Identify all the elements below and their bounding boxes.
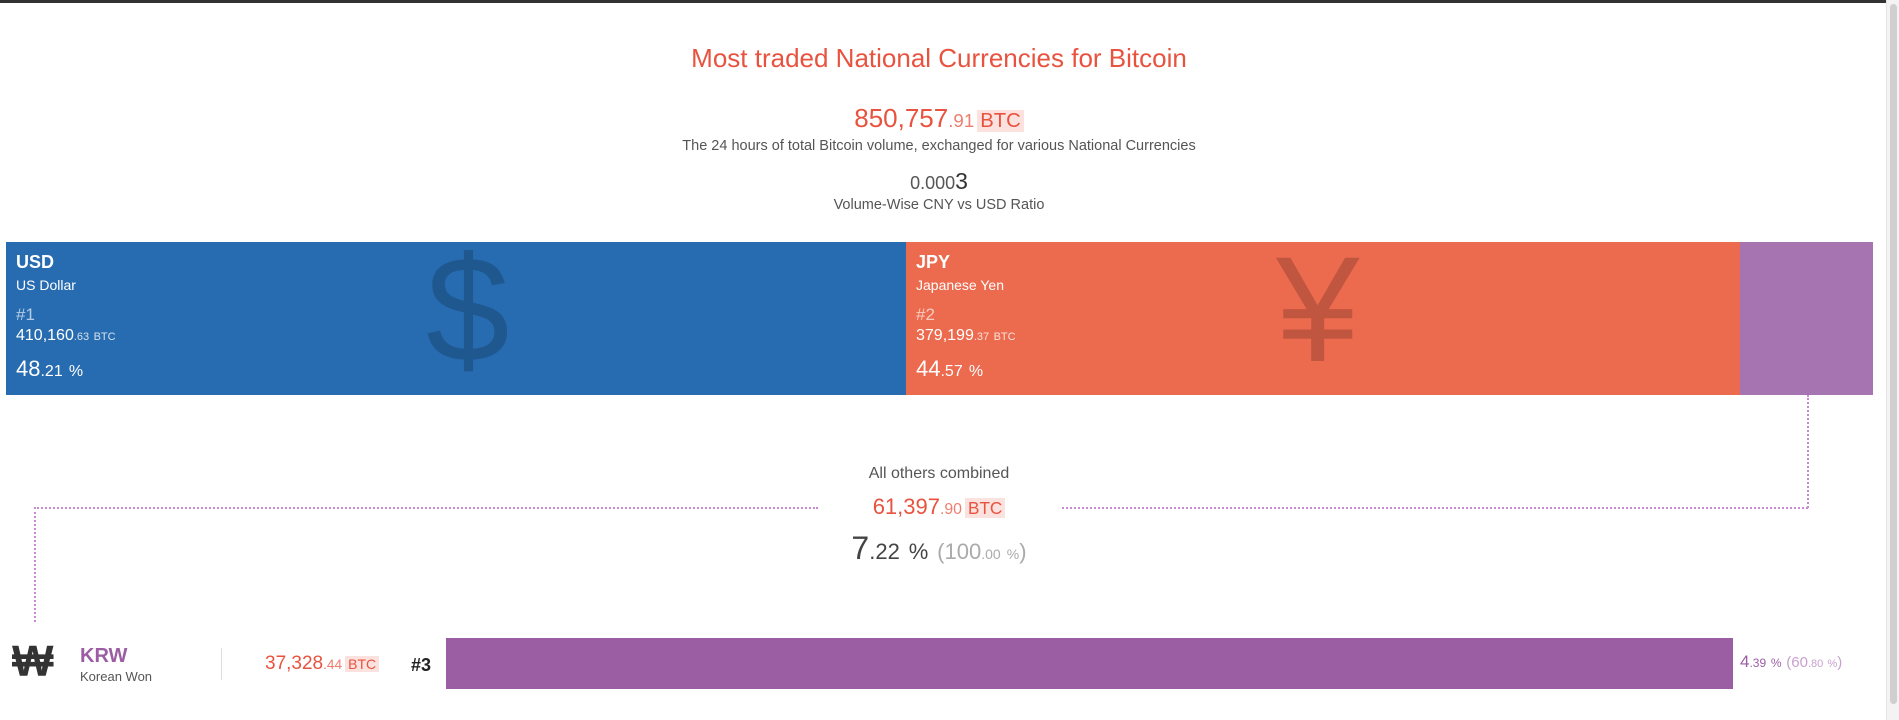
pct-sym: % <box>908 539 929 564</box>
total-volume-description: The 24 hours of total Bitcoin volume, ex… <box>682 138 1196 154</box>
others-total-percent: (100.00 %) <box>937 539 1027 564</box>
currency-code: USD <box>16 252 55 272</box>
page-title: Most traded National Currencies for Bitc… <box>691 43 1187 73</box>
currency-percent: 44.57 % <box>916 356 983 382</box>
pct-int: 4 <box>1740 652 1750 671</box>
btc-unit: BTC <box>93 331 116 343</box>
currency-name-krw: Korean Won <box>80 669 153 684</box>
btc-int: 410,160 <box>16 327 74 344</box>
pct-dec: .21 <box>40 363 63 380</box>
pct-int: 48 <box>16 356 41 381</box>
currency-bar-krw[interactable] <box>446 638 1733 689</box>
total-volume-int: 850,757 <box>854 103 949 133</box>
currency-code: JPY <box>916 252 951 272</box>
connector-line <box>34 507 36 622</box>
total-sym: % <box>1006 546 1020 562</box>
cum-int: 60 <box>1791 654 1808 671</box>
btc-unit: BTC <box>345 656 380 672</box>
yen-icon: ¥ <box>1276 242 1360 393</box>
pct-sym: % <box>968 363 984 380</box>
scrollbar-thumb[interactable] <box>1890 4 1897 704</box>
currency-name: US Dollar <box>16 277 76 293</box>
currency-btc-volume: 379,199.37 BTC <box>916 327 1016 345</box>
btc-unit: BTC <box>965 498 1006 518</box>
currency-percent: 48.21 % <box>16 356 83 382</box>
total-volume-unit: BTC <box>977 110 1024 132</box>
btc-int: 61,397 <box>872 494 940 519</box>
cny-usd-ratio: 0.0003 <box>0 168 1878 195</box>
pct-dec: .57 <box>940 363 963 380</box>
btc-int: 37,328 <box>265 653 324 674</box>
btc-dec: .63 <box>73 331 90 343</box>
pct-sym: % <box>68 363 84 380</box>
btc-unit: BTC <box>993 331 1016 343</box>
krw-btc-volume: 37,328.44 BTC <box>265 653 380 675</box>
others-label: All others combined <box>868 465 1010 482</box>
currency-rank: #2 <box>916 305 935 324</box>
top-border <box>0 0 1899 3</box>
connector-line <box>1062 507 1808 509</box>
currency-bar-others[interactable] <box>1740 242 1873 395</box>
dollar-icon: $ <box>426 242 510 393</box>
btc-dec: .44 <box>323 657 343 672</box>
pct-dec: .39 <box>1749 656 1767 670</box>
won-icon: ₩ <box>12 637 54 686</box>
currency-btc-volume: 410,160.63 BTC <box>16 327 116 345</box>
total-volume-dec: .91 <box>948 110 975 131</box>
total-dec: .00 <box>981 546 1001 562</box>
currency-bar-jpy[interactable]: ¥ JPY Japanese Yen #2 379,199.37 BTC 44.… <box>906 242 1740 395</box>
total-volume: 850,757.91 BTC <box>0 103 1878 134</box>
total-int: 100 <box>944 539 982 564</box>
btc-dec: .90 <box>939 501 962 518</box>
scrollbar[interactable] <box>1886 0 1899 720</box>
pct-sym: % <box>1770 656 1782 670</box>
krw-cumulative-percent: (60.80 %) <box>1786 654 1843 671</box>
connector-line <box>34 507 818 509</box>
ratio-big: 3 <box>955 168 968 194</box>
ratio-label: Volume-Wise CNY vs USD Ratio <box>833 197 1045 213</box>
pct-dec: .22 <box>869 539 900 564</box>
divider <box>221 648 222 680</box>
krw-rank: #3 <box>411 655 432 675</box>
currency-rank: #1 <box>16 305 35 324</box>
currency-name: Japanese Yen <box>916 277 1004 293</box>
currency-code-krw: KRW <box>80 645 128 667</box>
others-percent: 7.22 % (100.00 %) <box>0 530 1878 567</box>
currency-bar-usd[interactable]: $ USD US Dollar #1 410,160.63 BTC 48.21 … <box>6 242 906 395</box>
pct-int: 44 <box>916 356 941 381</box>
pct-int: 7 <box>851 530 870 566</box>
btc-dec: .37 <box>973 331 990 343</box>
connector-line <box>1807 395 1809 508</box>
cum-sym: % <box>1827 658 1838 670</box>
krw-percent: 4.39 % (60.80 %) <box>1740 652 1842 672</box>
ratio-small: 0.000 <box>910 173 956 193</box>
others-btc-volume: 61,397.90 BTC <box>0 494 1878 520</box>
btc-int: 379,199 <box>916 327 974 344</box>
cum-dec: .80 <box>1807 658 1824 670</box>
